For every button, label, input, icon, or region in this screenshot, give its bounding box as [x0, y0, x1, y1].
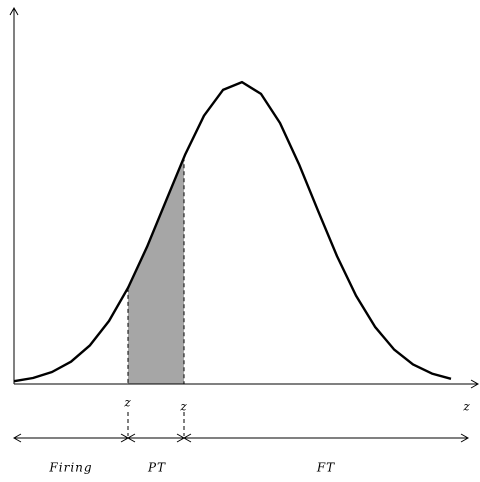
- boundary-label: z: [462, 400, 470, 414]
- segment-label: Firing: [48, 461, 92, 475]
- boundary-label: z: [123, 396, 131, 410]
- shaded-area: [128, 157, 184, 384]
- boundary-label: z: [179, 400, 187, 414]
- bell-curve: [13, 80, 452, 383]
- segment-label: PT: [147, 461, 166, 475]
- segment-label: FT: [316, 461, 335, 475]
